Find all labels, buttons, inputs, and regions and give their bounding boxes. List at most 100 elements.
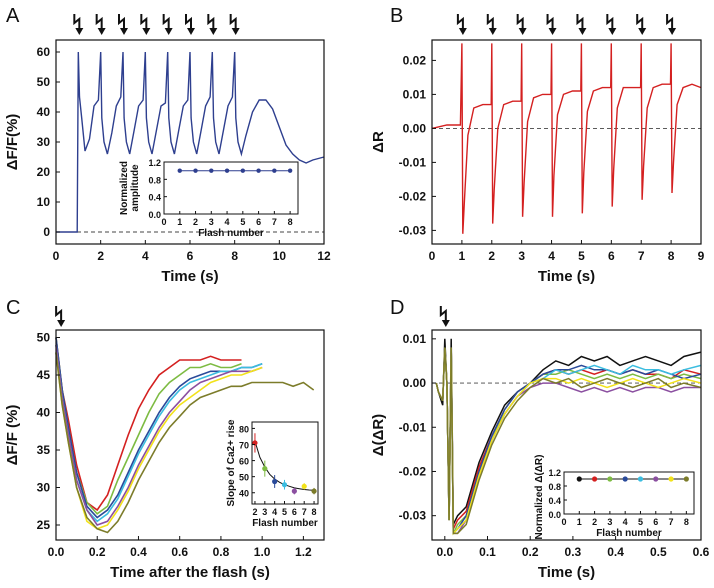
- x-tick-label: 2: [488, 249, 495, 263]
- x-tick-label: 6: [256, 217, 261, 227]
- x-tick-label: 0.4: [130, 545, 147, 559]
- x-tick-label: 10: [273, 249, 287, 263]
- bolt-arrowhead: [638, 28, 647, 35]
- x-tick-label: 8: [668, 249, 675, 263]
- bolt-arrowhead: [142, 28, 151, 35]
- bolt-stroke: [95, 14, 103, 29]
- x-tick-label: 5: [240, 217, 245, 227]
- x-axis-title: Flash number: [198, 228, 264, 239]
- flash-bolt-icon: [73, 14, 84, 35]
- inset-point: [224, 168, 230, 173]
- x-tick-label: 4: [623, 517, 628, 527]
- trace-line: [55, 337, 242, 515]
- y-tick-label: 20: [37, 165, 51, 179]
- y-tick-label: -0.03: [399, 509, 427, 523]
- trace-line: [56, 51, 325, 233]
- bolt-stroke: [55, 306, 63, 321]
- bolt-stroke: [456, 14, 464, 29]
- x-tick-label: 7: [302, 507, 307, 517]
- x-tick-label: 2: [193, 217, 198, 227]
- x-tick-label: 8: [312, 507, 317, 517]
- inset-point: [240, 168, 246, 173]
- x-tick-label: 6: [187, 249, 194, 263]
- flash-bolt-icon: [185, 14, 195, 35]
- flash-bolt-icon: [636, 14, 647, 35]
- bolt-arrowhead: [187, 28, 195, 35]
- y-axis-title: Normalized Δ(ΔR): [534, 455, 545, 540]
- x-tick-label: 8: [288, 217, 293, 227]
- bolt-arrowhead: [578, 28, 587, 35]
- x-tick-label: 4: [142, 249, 149, 263]
- panel-letter: D: [390, 297, 404, 319]
- inset-point: [653, 476, 659, 482]
- flash-bolt-icon: [516, 14, 527, 35]
- x-tick-label: 0.2: [89, 545, 106, 559]
- inset-point: [291, 488, 297, 494]
- x-tick-label: 7: [669, 517, 674, 527]
- x-tick-label: 4: [272, 507, 277, 517]
- x-tick-label: 0: [53, 249, 60, 263]
- bolt-stroke: [486, 14, 494, 29]
- x-tick-label: 3: [518, 249, 525, 263]
- trace-line: [55, 344, 263, 526]
- x-tick-label: 0.8: [213, 545, 230, 559]
- inset-point: [622, 476, 628, 482]
- x-tick-label: 8: [684, 517, 689, 527]
- y-tick-label: 0.0: [548, 510, 561, 520]
- y-tick-label: 60: [239, 457, 249, 467]
- x-axis-title: Time after the flash (s): [110, 564, 270, 581]
- flash-bolt-icon: [486, 14, 497, 35]
- x-axis-title: Flash number: [596, 528, 662, 539]
- x-tick-label: 1: [577, 517, 582, 527]
- y-axis-title: ΔF/F(%): [4, 114, 21, 171]
- flash-bolt-icon: [95, 14, 106, 35]
- y-axis-title: ΔR: [370, 131, 387, 153]
- x-tick-label: 9: [698, 249, 705, 263]
- bolt-arrowhead: [441, 320, 450, 327]
- inset-y-title: amplitude: [130, 164, 141, 212]
- x-tick-label: 6: [608, 249, 615, 263]
- bolt-stroke: [140, 14, 148, 29]
- y-tick-label: 25: [37, 518, 51, 532]
- inset-point: [683, 476, 689, 482]
- plot-frame: [55, 329, 325, 541]
- flash-bolt-icon: [55, 306, 66, 327]
- x-tick-label: 5: [578, 249, 585, 263]
- x-tick-label: 0.1: [479, 545, 496, 559]
- y-tick-label: 30: [37, 481, 51, 495]
- x-tick-label: 2: [252, 507, 257, 517]
- y-tick-label: 0.00: [403, 121, 427, 135]
- bolt-stroke: [207, 14, 215, 29]
- x-tick-label: 0: [561, 517, 566, 527]
- x-tick-label: 7: [272, 217, 277, 227]
- y-tick-label: 0.0: [148, 210, 161, 220]
- x-tick-label: 3: [607, 517, 612, 527]
- inset-point: [301, 483, 307, 489]
- x-tick-label: 1.2: [295, 545, 312, 559]
- y-tick-label: 0: [43, 225, 50, 239]
- inset-point: [607, 476, 613, 482]
- plot-frame: [431, 39, 702, 245]
- x-tick-label: 0: [429, 249, 436, 263]
- bolt-arrowhead: [608, 28, 617, 35]
- y-tick-label: 50: [239, 473, 249, 483]
- bolt-arrowhead: [57, 320, 66, 327]
- flash-bolt-icon: [666, 14, 677, 35]
- inset-point: [262, 466, 268, 472]
- x-tick-label: 4: [225, 217, 230, 227]
- y-tick-label: 1.2: [148, 158, 161, 168]
- y-tick-label: 0.4: [148, 193, 161, 203]
- x-tick-label: 0.2: [522, 545, 539, 559]
- bolt-stroke: [162, 14, 170, 29]
- y-tick-label: 30: [37, 135, 51, 149]
- bolt-arrowhead: [458, 28, 467, 35]
- inset-point: [668, 476, 674, 482]
- y-tick-label: -0.01: [399, 155, 427, 169]
- y-tick-label: 45: [37, 368, 51, 382]
- y-tick-label: -0.01: [399, 420, 427, 434]
- flash-bolt-icon: [439, 306, 450, 327]
- x-tick-label: 0.0: [48, 545, 65, 559]
- bolt-stroke: [73, 14, 81, 29]
- bolt-stroke: [576, 14, 584, 29]
- bolt-arrowhead: [668, 28, 677, 35]
